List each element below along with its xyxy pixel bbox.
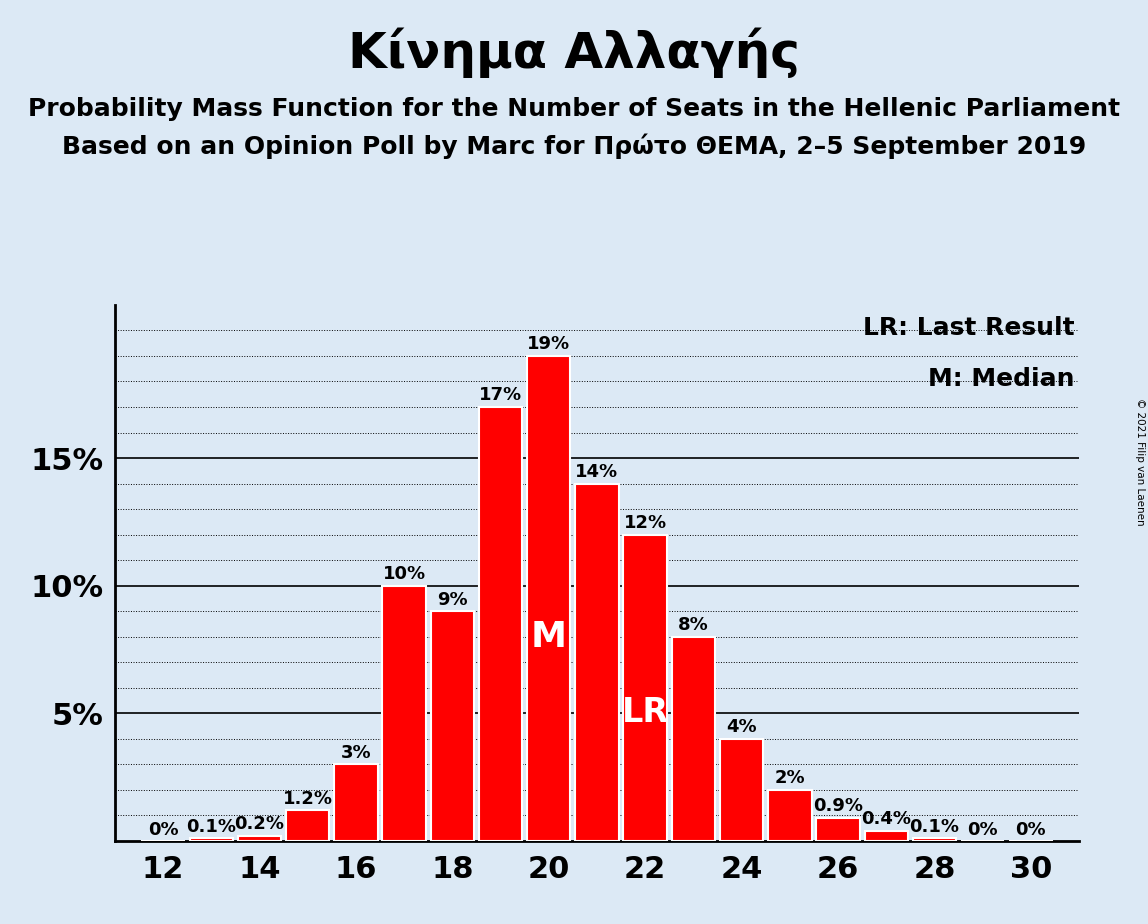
- Text: LR: LR: [621, 696, 669, 729]
- Text: 0%: 0%: [148, 821, 178, 839]
- Bar: [575, 483, 619, 841]
- Text: 0.2%: 0.2%: [234, 815, 285, 833]
- Bar: [623, 535, 667, 841]
- Text: 17%: 17%: [479, 386, 522, 405]
- Bar: [864, 831, 908, 841]
- Text: 12%: 12%: [623, 514, 667, 532]
- Text: 9%: 9%: [437, 590, 467, 609]
- Text: M: M: [530, 620, 567, 654]
- Text: LR: Last Result: LR: Last Result: [862, 316, 1075, 340]
- Bar: [720, 739, 763, 841]
- Text: Κίνημα Αλλαγής: Κίνημα Αλλαγής: [348, 28, 800, 79]
- Bar: [382, 586, 426, 841]
- Text: 0%: 0%: [1016, 821, 1046, 839]
- Text: 1.2%: 1.2%: [282, 790, 333, 808]
- Text: Based on an Opinion Poll by Marc for Πρώτο ΘΕΜΑ, 2–5 September 2019: Based on an Opinion Poll by Marc for Πρώ…: [62, 134, 1086, 160]
- Text: 8%: 8%: [678, 616, 708, 634]
- Bar: [913, 838, 956, 841]
- Bar: [238, 835, 281, 841]
- Text: 10%: 10%: [382, 565, 426, 583]
- Bar: [430, 611, 474, 841]
- Text: 19%: 19%: [527, 335, 571, 353]
- Bar: [189, 838, 233, 841]
- Text: Probability Mass Function for the Number of Seats in the Hellenic Parliament: Probability Mass Function for the Number…: [28, 97, 1120, 121]
- Text: M: Median: M: Median: [928, 367, 1075, 391]
- Bar: [286, 810, 329, 841]
- Bar: [527, 356, 571, 841]
- Text: 0%: 0%: [968, 821, 998, 839]
- Bar: [768, 790, 812, 841]
- Bar: [816, 818, 860, 841]
- Text: 0.1%: 0.1%: [186, 818, 236, 835]
- Text: 0.9%: 0.9%: [813, 797, 863, 815]
- Text: 3%: 3%: [341, 744, 371, 761]
- Bar: [334, 764, 378, 841]
- Bar: [672, 637, 715, 841]
- Text: 14%: 14%: [575, 463, 619, 481]
- Text: 0.1%: 0.1%: [909, 818, 960, 835]
- Text: 0.4%: 0.4%: [861, 810, 912, 828]
- Text: 2%: 2%: [775, 770, 805, 787]
- Text: © 2021 Filip van Laenen: © 2021 Filip van Laenen: [1135, 398, 1145, 526]
- Bar: [479, 407, 522, 841]
- Text: 4%: 4%: [727, 718, 757, 736]
